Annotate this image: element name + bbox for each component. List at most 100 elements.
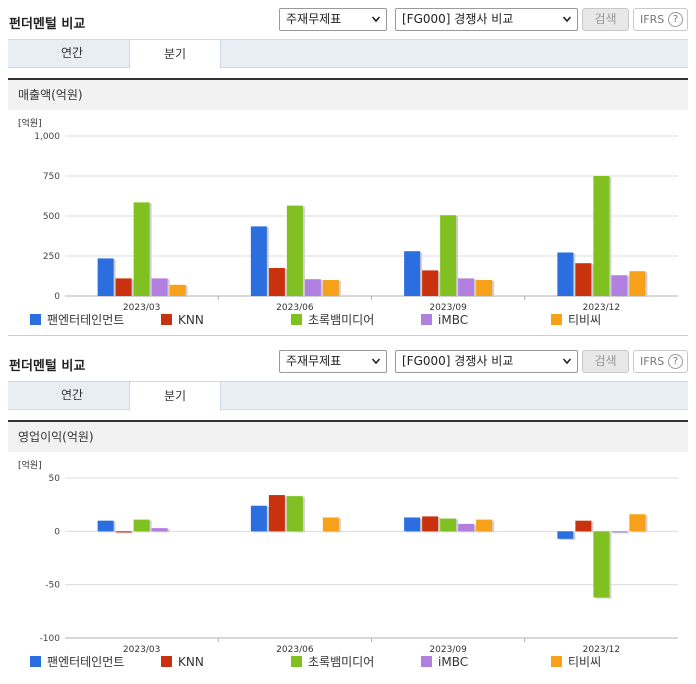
legend-item[interactable]: KNN [161, 313, 204, 327]
legend-label: 초록뱀미디어 [308, 655, 375, 669]
legend-item[interactable]: 팬엔터테인먼트 [30, 313, 124, 327]
operating-profit-bar-chart: [억원] -100 -50 0 50 2023/03 2023/06 2023/09 2023/… [18, 459, 678, 654]
section-title: 매출액(억원) [8, 78, 688, 110]
chart-legend: 팬엔터테인먼트 KNN 초록뱀미디어 iMBC 티비씨 [30, 655, 680, 671]
peer-group-value: [FG000] 경쟁사 비교 [402, 12, 514, 26]
bar-1 [404, 251, 421, 296]
question-icon: ? [668, 354, 683, 369]
bar-1 [557, 252, 574, 296]
legend-label: KNN [178, 313, 204, 327]
legend-item[interactable]: iMBC [421, 313, 468, 327]
statement-type-select[interactable]: 주재무제표 [279, 8, 387, 31]
y-tick-label: -100 [40, 634, 61, 644]
statement-type-select[interactable]: 주재무제표 [279, 350, 387, 373]
legend-swatch [291, 656, 302, 667]
bar-3 [593, 531, 610, 598]
bar-3 [440, 215, 457, 296]
bar-2 [422, 516, 439, 532]
bar-4 [151, 528, 168, 532]
x-tick-label: 2023/09 [429, 645, 467, 654]
bar-1 [250, 505, 267, 532]
bar-3 [593, 176, 610, 296]
bar-4 [151, 278, 168, 296]
x-tick-label: 2023/12 [583, 303, 620, 312]
bar-2 [575, 520, 592, 532]
y-tick-label: 500 [43, 212, 60, 222]
y-axis-unit-label: [억원] [18, 459, 42, 471]
y-tick-label: 0 [54, 527, 60, 537]
bar-2 [115, 531, 132, 533]
legend-item[interactable]: KNN [161, 655, 204, 669]
search-button[interactable]: 검색 [582, 350, 629, 373]
bar-4 [611, 275, 628, 296]
statement-type-value: 주재무제표 [286, 12, 342, 26]
bar-2 [422, 270, 439, 296]
legend-swatch [161, 314, 172, 325]
legend-label: 팬엔터테인먼트 [47, 655, 125, 669]
legend-item[interactable]: 티비씨 [551, 655, 601, 669]
chevron-down-icon [563, 16, 571, 23]
x-tick-label: 2023/06 [276, 645, 314, 654]
legend-item[interactable]: 티비씨 [551, 313, 601, 327]
bar-5 [629, 271, 646, 296]
chart-legend: 팬엔터테인먼트 KNN 초록뱀미디어 iMBC 티비씨 [30, 313, 680, 329]
question-icon: ? [668, 12, 683, 27]
panel-title: 펀더멘털 비교 [9, 359, 86, 374]
tab-quarterly[interactable]: 분기 [129, 381, 221, 411]
y-tick-label: 750 [43, 172, 60, 182]
sales-bar-chart: [억원] 0 250 500 750 1,000 2023/03 2023/06 2023/09… [18, 117, 678, 312]
legend-label: 티비씨 [568, 655, 602, 669]
section-title: 영업이익(억원) [8, 420, 688, 452]
bar-shadow [613, 532, 630, 534]
ifrs-label: IFRS [640, 355, 665, 368]
tab-annual[interactable]: 연간 [60, 388, 84, 402]
legend-swatch [421, 314, 432, 325]
search-button[interactable]: 검색 [582, 8, 629, 31]
bar-2 [575, 263, 592, 296]
bar-3 [133, 519, 150, 532]
legend-item[interactable]: 초록뱀미디어 [291, 313, 374, 327]
chevron-down-icon [372, 358, 380, 365]
legend-label: iMBC [438, 655, 469, 669]
bar-5 [476, 280, 493, 296]
legend-swatch [30, 656, 41, 667]
legend-item[interactable]: 팬엔터테인먼트 [30, 655, 124, 669]
peer-group-select[interactable]: [FG000] 경쟁사 비교 [395, 350, 578, 373]
bar-3 [440, 518, 457, 532]
legend-swatch [291, 314, 302, 325]
panel-title: 펀더멘털 비교 [9, 17, 86, 32]
legend-swatch [421, 656, 432, 667]
peer-group-value: [FG000] 경쟁사 비교 [402, 354, 514, 368]
legend-label: iMBC [438, 313, 469, 327]
y-tick-label: 50 [49, 474, 61, 484]
x-tick-label: 2023/03 [123, 645, 160, 654]
legend-item[interactable]: iMBC [421, 655, 468, 669]
bar-5 [322, 280, 339, 296]
ifrs-help-button[interactable]: IFRS ? [633, 350, 688, 373]
tab-quarterly[interactable]: 분기 [129, 39, 221, 69]
bar-1 [404, 517, 421, 532]
period-tabs: 연간 분기 [8, 381, 688, 411]
bar-3 [286, 496, 303, 532]
x-tick-label: 2023/09 [429, 303, 467, 312]
legend-label: 티비씨 [568, 313, 602, 327]
y-tick-label: 250 [43, 252, 60, 262]
bar-2 [268, 495, 285, 532]
legend-item[interactable]: 초록뱀미디어 [291, 655, 374, 669]
ifrs-help-button[interactable]: IFRS ? [633, 8, 688, 31]
peer-group-select[interactable]: [FG000] 경쟁사 비교 [395, 8, 578, 31]
bar-2 [268, 268, 285, 296]
bar-1 [97, 258, 114, 296]
tab-annual[interactable]: 연간 [60, 46, 84, 60]
bar-4 [611, 531, 628, 533]
bar-shadow [117, 532, 134, 534]
bar-1 [97, 520, 114, 532]
y-tick-label: 1,000 [34, 132, 60, 142]
panel-toolbar: 펀더멘털 비교 주재무제표 [FG000] 경쟁사 비교 검색 IFRS ? [0, 342, 696, 380]
bar-1 [250, 226, 267, 296]
bar-1 [557, 531, 574, 539]
bar-4 [458, 278, 475, 296]
statement-type-value: 주재무제표 [286, 354, 342, 368]
bar-2 [115, 278, 132, 296]
y-tick-label: 0 [54, 292, 60, 302]
